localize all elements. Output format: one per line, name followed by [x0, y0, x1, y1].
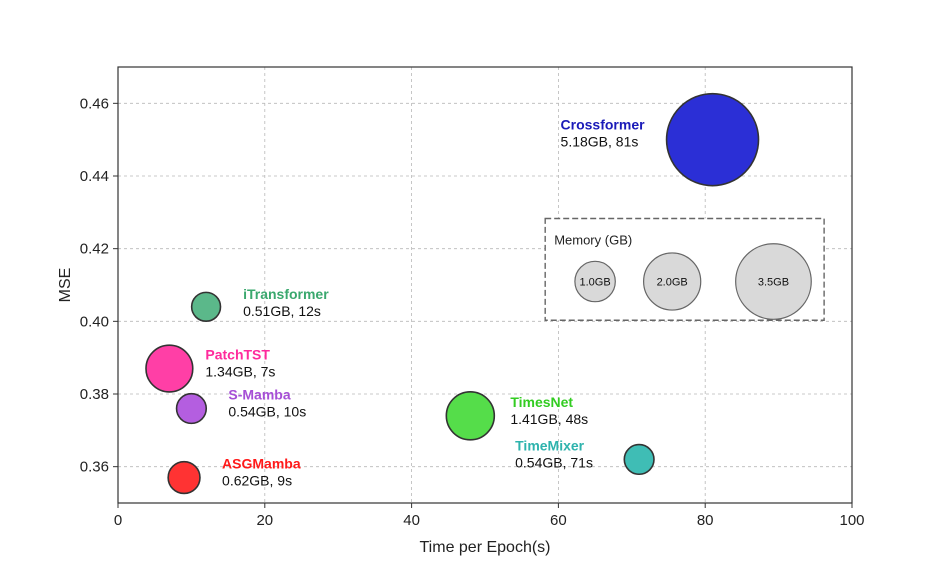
- label-patchtst-name: PatchTST: [205, 347, 270, 363]
- plot-frame: [117, 66, 853, 504]
- label-crossformer-info: 5.18GB, 81s: [561, 134, 639, 150]
- label-timemixer-name: TimeMixer: [515, 437, 585, 453]
- legend-bubble: [735, 243, 812, 320]
- bubble-crossformer: [665, 92, 760, 187]
- y-tick-label: 0.42: [80, 241, 109, 258]
- x-axis-title: Time per Epoch(s): [420, 539, 551, 556]
- bubble-patchtst: [145, 344, 194, 393]
- legend-bubble-label: 3.5GB: [758, 277, 789, 289]
- label-patchtst-info: 1.34GB, 7s: [205, 364, 275, 380]
- label-s-mamba-name: S-Mamba: [228, 387, 290, 403]
- axis-ticks: 0 20 40 60 80 100 0.36 0.38 0.40 0.42 0.44 0.46: [80, 95, 865, 529]
- x-tick-label: 100: [839, 512, 864, 529]
- label-timemixer-info: 0.54GB, 71s: [515, 454, 593, 470]
- y-tick-label: 0.44: [80, 168, 109, 185]
- x-tick-label: 20: [256, 512, 273, 529]
- bubble-s-mamba: [175, 392, 208, 425]
- legend-bubble-label: 1.0GB: [580, 277, 611, 289]
- label-asgmamba-info: 0.62GB, 9s: [222, 473, 292, 489]
- y-tick-label: 0.40: [80, 313, 109, 330]
- x-tick-label: 0: [114, 512, 122, 529]
- memory-legend: Memory (GB) 1.0GB 2.0GB 3.5GB: [544, 217, 825, 321]
- bubble-asgmamba: [167, 460, 201, 495]
- legend-bubble-label: 2.0GB: [657, 277, 688, 289]
- x-tick-label: 80: [697, 512, 714, 529]
- x-tick-label: 60: [550, 512, 567, 529]
- y-axis-title: MSE: [57, 268, 74, 303]
- label-asgmamba-name: ASGMamba: [222, 456, 301, 472]
- data-points: [145, 92, 760, 495]
- label-s-mamba-info: 0.54GB, 10s: [228, 404, 306, 420]
- bubble-timesnet: [445, 391, 496, 441]
- bubble-itransformer: [190, 291, 222, 323]
- y-tick-label: 0.38: [80, 386, 109, 403]
- y-tick-label: 0.46: [80, 95, 109, 112]
- label-itransformer-info: 0.51GB, 12s: [243, 303, 321, 319]
- label-timesnet-info: 1.41GB, 48s: [510, 411, 588, 427]
- label-timesnet-name: TimesNet: [510, 394, 573, 410]
- y-tick-label: 0.36: [80, 459, 109, 476]
- label-crossformer-name: Crossformer: [561, 117, 646, 133]
- x-tick-label: 40: [403, 512, 420, 529]
- bubble-timemixer: [623, 443, 655, 476]
- legend-bubble: [643, 252, 702, 311]
- legend-title: Memory (GB): [554, 233, 632, 248]
- legend-bubble: [574, 260, 616, 303]
- label-itransformer-name: iTransformer: [243, 286, 329, 302]
